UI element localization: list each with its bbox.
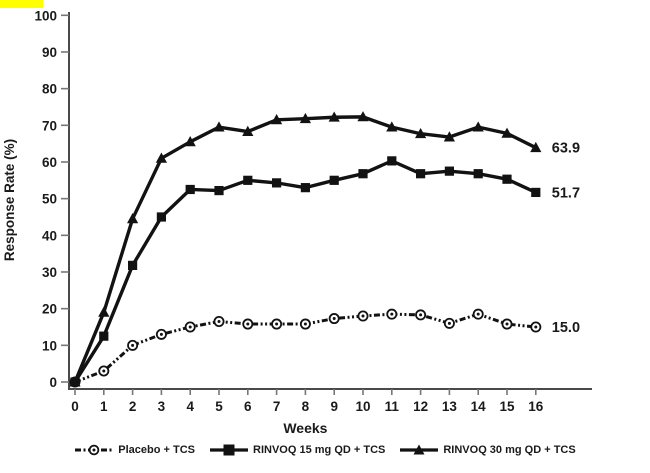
triangle-marker	[69, 376, 81, 387]
yellow-highlight-artifact	[0, 0, 43, 8]
y-tick-label: 70	[42, 118, 57, 133]
dashed-circle-marker-icon	[75, 444, 114, 456]
square-marker	[358, 169, 368, 179]
y-tick-label: 30	[42, 265, 57, 280]
circle-marker-dot	[332, 317, 336, 321]
x-tick-label: 15	[499, 399, 515, 414]
solid-triangle-marker-icon	[400, 444, 439, 455]
circle-marker-dot	[390, 312, 394, 316]
triangle-marker	[472, 121, 484, 132]
circle-marker-dot	[476, 312, 480, 316]
triangle-marker	[501, 127, 513, 138]
x-tick-label: 12	[413, 399, 428, 414]
legend-label-placebo: Placebo + TCS	[118, 444, 196, 456]
circle-marker-dot	[505, 322, 509, 326]
x-tick-label: 5	[215, 399, 223, 414]
triangle-marker	[271, 114, 283, 125]
circle-marker-dot	[447, 321, 451, 325]
triangle-marker	[155, 152, 167, 163]
y-tick-label: 0	[49, 375, 57, 390]
square-marker	[243, 175, 253, 185]
y-tick-label: 90	[42, 45, 57, 60]
y-tick-label: 80	[42, 82, 57, 97]
triangle-marker	[127, 213, 139, 224]
circle-marker-dot	[217, 319, 221, 323]
circle-marker-dot	[131, 343, 135, 347]
x-tick-label: 14	[471, 399, 487, 414]
triangle-marker	[184, 136, 196, 147]
chart-legend: Placebo + TCS RINVOQ 15 mg QD + TCS RINV…	[0, 444, 650, 456]
square-marker	[444, 166, 454, 176]
square-marker	[387, 156, 397, 166]
square-marker	[329, 175, 339, 185]
x-tick-label: 3	[158, 399, 166, 414]
square-marker	[99, 331, 109, 341]
x-tick-label: 13	[442, 399, 458, 414]
x-tick-label: 0	[71, 399, 79, 414]
legend-item-placebo: Placebo + TCS	[74, 444, 195, 456]
circle-marker-dot	[102, 369, 106, 373]
square-marker	[502, 174, 512, 184]
triangle-marker	[443, 131, 455, 142]
x-tick-label: 10	[355, 399, 370, 414]
series-end-label: 15.0	[552, 320, 580, 336]
y-tick-label: 40	[42, 228, 57, 243]
circle-marker-dot	[246, 322, 250, 326]
square-marker	[156, 212, 166, 222]
triangle-marker	[299, 112, 311, 124]
x-axis-title: Weeks	[283, 420, 327, 436]
triangle-marker	[98, 306, 110, 317]
y-tick-label: 10	[42, 338, 57, 353]
circle-marker-dot	[419, 313, 423, 317]
y-tick-label: 100	[34, 8, 57, 23]
triangle-marker	[357, 111, 369, 122]
x-tick-label: 7	[273, 399, 281, 414]
circle-marker-dot	[534, 325, 538, 329]
series-end-label: 63.9	[552, 141, 580, 157]
x-tick-label: 1	[100, 399, 108, 414]
triangle-marker	[242, 125, 254, 136]
x-tick-label: 8	[302, 399, 310, 414]
y-tick-label: 50	[42, 192, 57, 207]
square-marker	[272, 178, 282, 188]
legend-label-rinvoq-15mg: RINVOQ 15 mg QD + TCS	[253, 444, 386, 456]
legend-label-rinvoq-30mg: RINVOQ 30 mg QD + TCS	[443, 444, 576, 456]
square-marker	[416, 169, 426, 179]
circle-marker-dot	[361, 314, 365, 318]
x-tick-label: 11	[385, 399, 400, 414]
legend-item-rinvoq-15mg: RINVOQ 15 mg QD + TCS	[209, 444, 385, 456]
circle-marker-dot	[188, 325, 192, 329]
y-tick-label: 60	[42, 155, 57, 170]
y-tick-label: 20	[42, 302, 57, 317]
triangle-marker	[530, 141, 542, 153]
triangle-marker	[213, 121, 225, 132]
circle-marker-dot	[159, 332, 163, 336]
square-marker	[531, 187, 541, 198]
series-end-label: 51.7	[552, 185, 580, 201]
triangle-marker	[386, 121, 398, 132]
series-line	[73, 115, 537, 383]
square-marker	[128, 260, 138, 270]
x-tick-label: 2	[129, 399, 137, 414]
solid-square-marker-icon	[210, 444, 249, 456]
triangle-marker	[328, 111, 340, 122]
triangle-marker	[415, 127, 427, 139]
square-marker	[473, 169, 483, 179]
x-tick-label: 4	[186, 399, 194, 414]
square-marker	[300, 183, 310, 193]
legend-item-rinvoq-30mg: RINVOQ 30 mg QD + TCS	[399, 444, 576, 456]
x-tick-label: 9	[330, 399, 338, 414]
square-marker	[185, 184, 195, 195]
x-tick-label: 16	[528, 399, 544, 414]
x-tick-label: 6	[244, 399, 252, 414]
circle-marker-dot	[303, 322, 307, 326]
y-axis-title: Response Rate (%)	[2, 139, 17, 261]
square-marker	[214, 185, 224, 196]
circle-marker-dot	[275, 322, 279, 326]
